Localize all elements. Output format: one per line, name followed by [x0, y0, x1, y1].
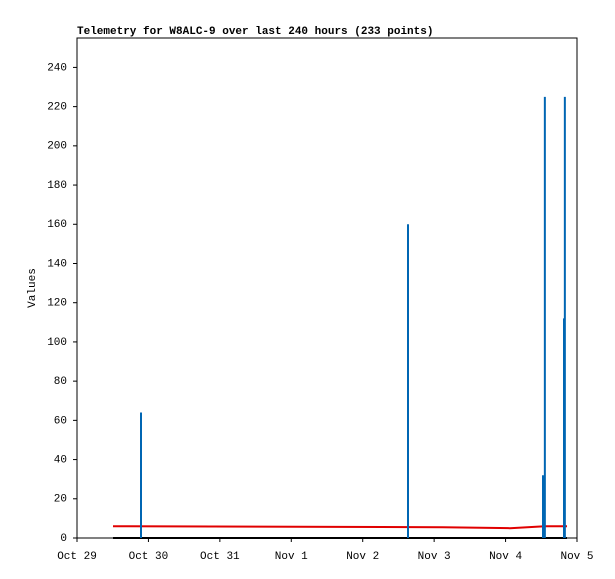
- x-tick-label: Nov 1: [275, 551, 308, 563]
- y-tick-label: 80: [54, 376, 67, 388]
- x-tick-label: Oct 29: [57, 551, 97, 563]
- x-tick-label: Oct 31: [200, 551, 240, 563]
- y-tick-label: 40: [54, 454, 67, 466]
- x-tick-label: Nov 3: [418, 551, 451, 563]
- y-axis-label: Values: [27, 268, 39, 308]
- y-tick-label: 20: [54, 494, 67, 506]
- y-tick-label: 0: [60, 533, 67, 545]
- x-tick-label: Oct 30: [129, 551, 169, 563]
- y-tick-label: 60: [54, 415, 67, 427]
- y-tick-label: 120: [47, 298, 67, 310]
- y-tick-label: 140: [47, 258, 67, 270]
- series-line: [112, 525, 567, 530]
- y-tick-label: 160: [47, 219, 67, 231]
- x-tick-label: Nov 5: [560, 551, 593, 563]
- x-tick-label: Nov 4: [489, 551, 522, 563]
- plot-frame: [76, 37, 578, 539]
- y-tick-label: 100: [47, 337, 67, 349]
- y-tick-label: 200: [47, 141, 67, 153]
- chart-title: Telemetry for W8ALC-9 over last 240 hour…: [77, 26, 433, 38]
- y-tick-label: 240: [47, 62, 67, 74]
- y-tick-label: 220: [47, 102, 67, 114]
- x-tick-label: Nov 2: [346, 551, 379, 563]
- y-tick-label: 180: [47, 180, 67, 192]
